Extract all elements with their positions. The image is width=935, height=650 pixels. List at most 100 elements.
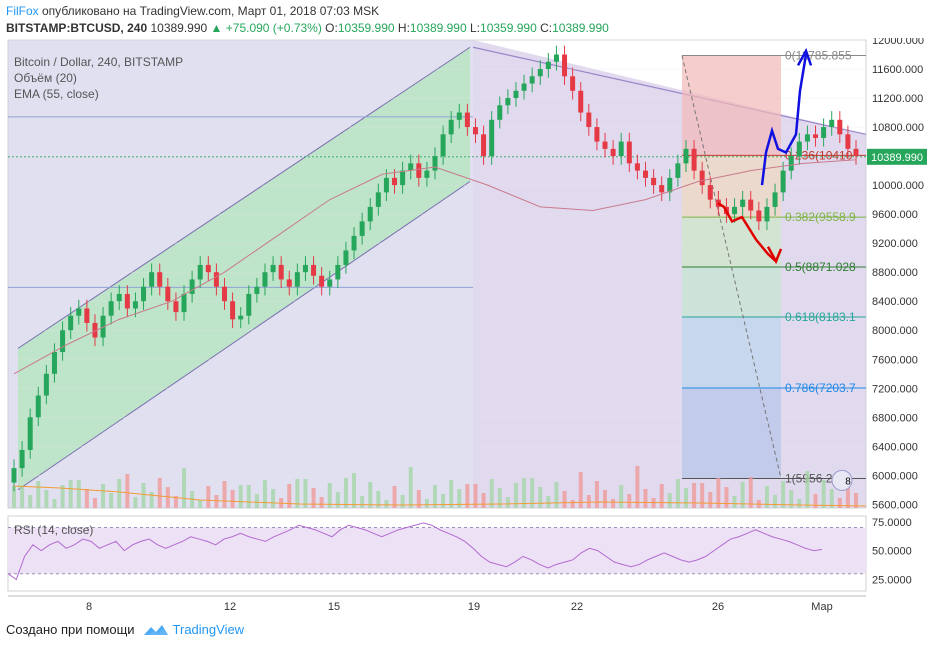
volume-bar	[311, 488, 316, 508]
candle-body	[327, 279, 333, 287]
candle-body	[448, 119, 454, 135]
event-flag-icon[interactable]	[831, 469, 853, 491]
candle-body	[335, 264, 341, 280]
x-tick-label: 22	[571, 601, 583, 613]
volume-bar	[36, 481, 41, 508]
y-tick-label: 9200.000	[872, 238, 918, 250]
tradingview-logo-icon	[143, 624, 168, 635]
candle-body	[788, 156, 794, 171]
candle-body	[92, 322, 98, 338]
candle-body	[699, 170, 705, 186]
candle-body	[432, 156, 438, 171]
candle-body	[683, 148, 689, 164]
volume-bar	[611, 499, 616, 508]
volume-bar	[408, 467, 413, 508]
fib-zone	[682, 217, 781, 268]
y-tick-label: 11200.000	[872, 93, 923, 105]
volume-bar	[271, 489, 276, 508]
volume-bar	[554, 482, 559, 508]
volume-bar	[68, 480, 73, 508]
volume-bar	[157, 478, 162, 508]
candle-body	[173, 301, 179, 313]
legend-volume: Объём (20)	[14, 71, 77, 85]
candle-body	[472, 127, 478, 135]
volume-bar	[238, 485, 243, 508]
candle-body	[602, 141, 608, 149]
volume-bar	[748, 477, 753, 508]
open-value: 10359.990	[337, 21, 395, 35]
candle-body	[853, 148, 859, 157]
low-label: L:	[470, 21, 481, 35]
candle-body	[594, 127, 600, 142]
volume-bar	[416, 490, 421, 508]
publish-info: опубликовано на TradingView.com, Март 01…	[38, 4, 380, 18]
volume-bar	[109, 493, 114, 508]
candle-body	[456, 112, 462, 120]
rsi-line	[7, 522, 823, 581]
candle-body	[35, 395, 41, 418]
chart-canvas[interactable]: 0(11785.855 0.236(10410 0.382(9558.9 0.5(88…	[0, 38, 935, 622]
volume-bar	[837, 498, 842, 508]
candle-body	[383, 177, 389, 193]
volume-bar	[829, 489, 834, 508]
candle-body	[489, 119, 495, 157]
candle-body	[837, 119, 843, 135]
tradingview-link[interactable]: TradingView	[143, 622, 244, 637]
volume-bar	[327, 483, 332, 508]
bearish-arrowhead	[766, 246, 783, 265]
low-value: 10359.990	[480, 21, 537, 35]
volume-bar	[392, 486, 397, 508]
volume-bar	[813, 494, 818, 508]
candle-body	[821, 127, 827, 138]
last-price: 10389.990	[150, 21, 208, 35]
candle-body	[772, 192, 778, 207]
fib-label: 0.382(9558.9	[785, 210, 856, 224]
candle-body	[238, 315, 244, 320]
volume-bar	[489, 479, 494, 508]
bearish-arrow	[717, 202, 777, 263]
candle-body	[213, 272, 219, 287]
ema-line	[13, 159, 857, 375]
volume-bar	[643, 489, 648, 508]
volume-bar	[295, 479, 300, 508]
candle-body	[11, 468, 17, 483]
high-label: H:	[397, 21, 410, 35]
volume-bar	[376, 491, 381, 508]
fib-zone	[682, 388, 781, 479]
candle-body	[545, 61, 551, 70]
volume-bar	[262, 480, 267, 508]
bullish-arrowhead	[796, 47, 813, 66]
candle-body	[845, 134, 851, 149]
rsi-legend: RSI (14, close)	[14, 523, 93, 537]
made-with-text: Создано при помощи	[6, 622, 135, 637]
volume-bar	[578, 472, 583, 508]
author-link[interactable]: FilFox	[6, 4, 39, 18]
volume-bar	[821, 480, 826, 508]
volume-bar	[473, 484, 478, 508]
volume-bar	[732, 496, 737, 508]
y-tick-label: 7600.000	[872, 354, 918, 366]
candle-body	[157, 272, 163, 287]
volume-bar	[497, 488, 502, 508]
volume-bar	[206, 486, 211, 508]
y-tick-label: 6400.000	[872, 441, 918, 453]
x-tick-label: 19	[468, 601, 480, 613]
volume-bar	[149, 492, 154, 508]
candle-body	[302, 264, 308, 273]
volume-bar	[52, 499, 57, 508]
candle-body	[497, 105, 503, 120]
candle-body	[359, 221, 365, 236]
candle-body	[222, 286, 227, 302]
volume-bar	[667, 493, 672, 508]
volume-bar	[125, 474, 130, 508]
candle-body	[675, 163, 681, 178]
y-tick-label: 12000.000	[872, 38, 924, 47]
candle-body	[400, 170, 406, 186]
chart-header: FilFox опубликовано на TradingView.com, …	[0, 0, 935, 38]
fib-label: 1(5956.201	[785, 472, 846, 486]
close-label: C:	[540, 21, 553, 35]
candle-body	[562, 54, 568, 77]
volume-bar	[716, 478, 721, 508]
volume-bar	[198, 500, 203, 508]
candle-body	[780, 170, 786, 193]
